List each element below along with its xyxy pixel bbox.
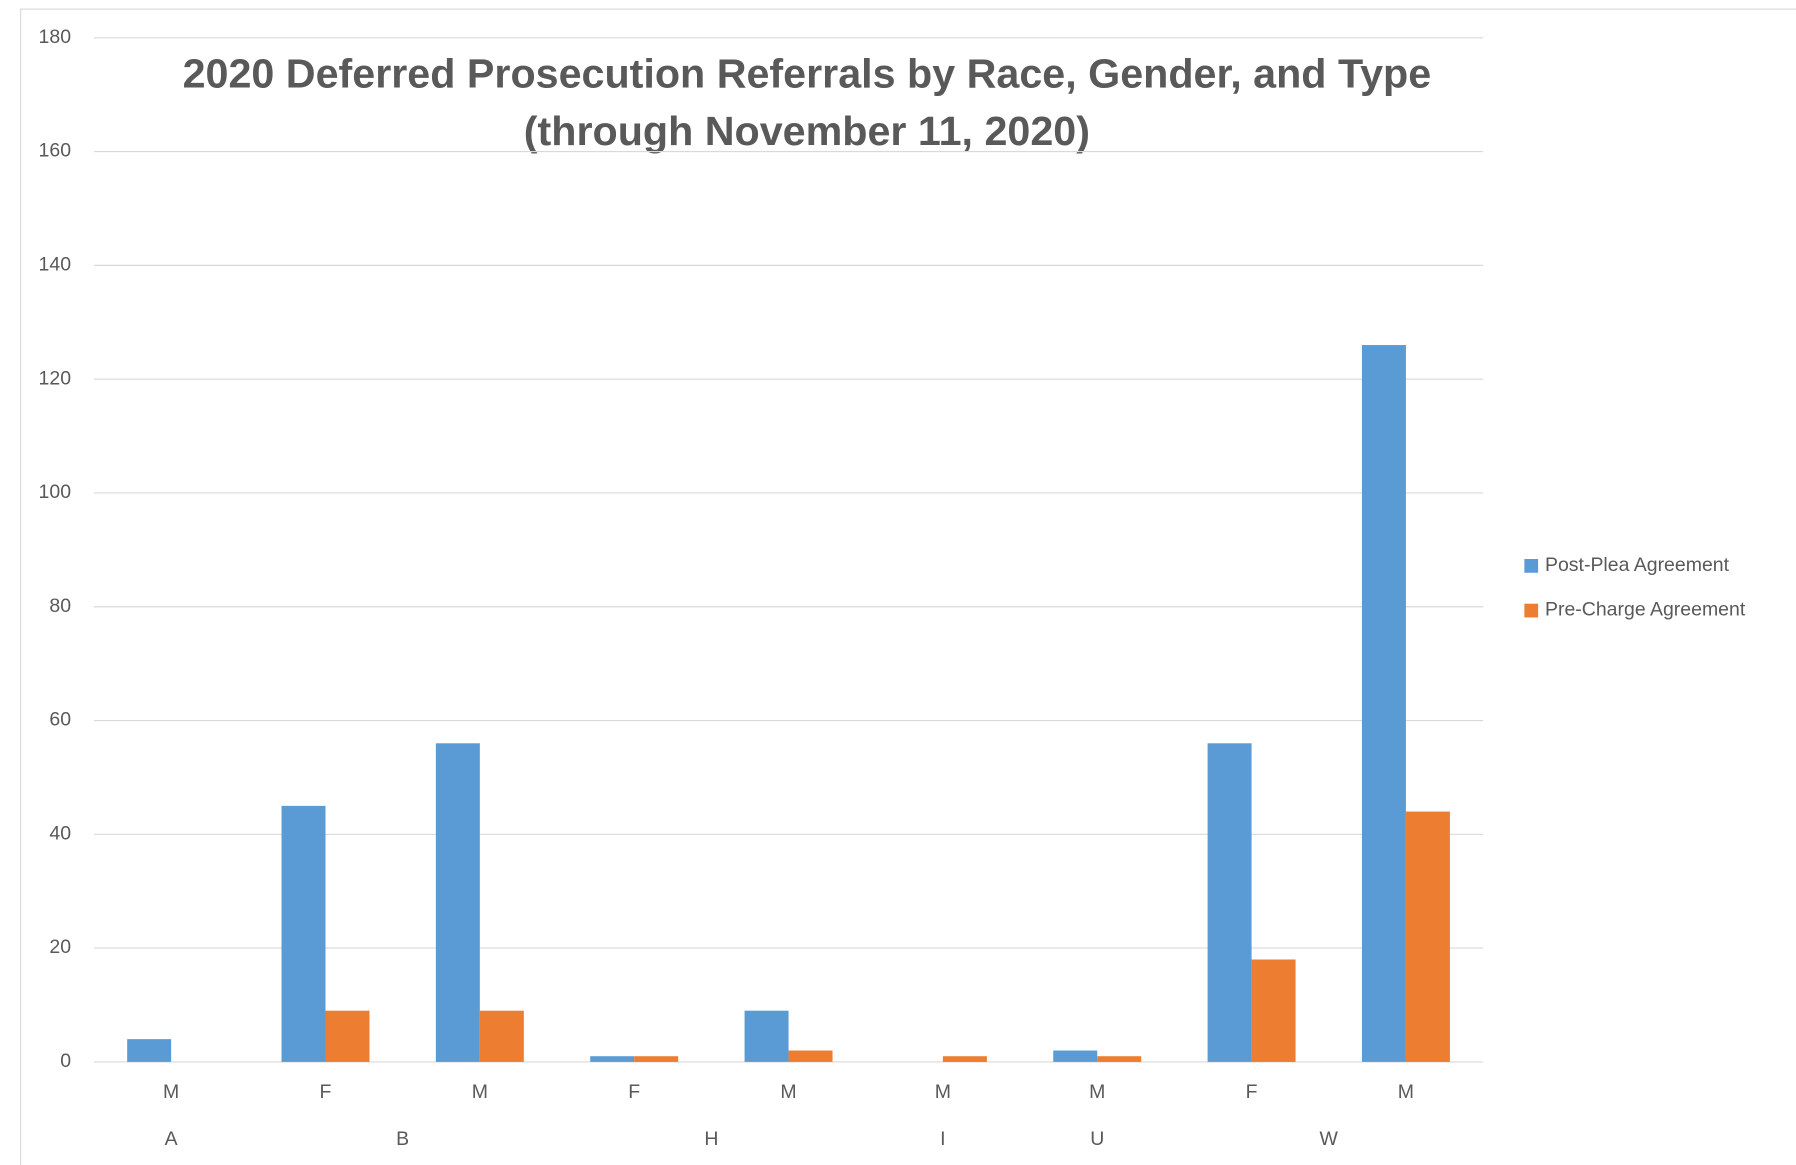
x-tick-label: M [935,1081,951,1103]
x-tick-label: F [1246,1081,1258,1103]
y-tick-label: 20 [49,936,71,958]
group-label: W [1320,1128,1339,1150]
bar [127,1039,172,1062]
bar [590,1056,635,1062]
group-label: A [165,1128,178,1150]
bar [325,1010,370,1062]
group-label: B [396,1128,409,1150]
y-tick-label: 120 [39,367,72,389]
y-tick-label: 180 [39,26,72,48]
y-tick-label: 100 [39,481,72,503]
bar [788,1050,833,1062]
x-tick-label: M [1398,1081,1414,1103]
x-tick-label: M [163,1081,179,1103]
chart-title: (through November 11, 2020) [524,108,1090,154]
legend-swatch [1524,603,1539,618]
bar [479,1010,524,1062]
bar [1097,1056,1142,1062]
x-tick-label: F [628,1081,640,1103]
legend-label: Post-Plea Agreement [1545,554,1730,576]
group-label: I [940,1128,945,1150]
y-tick-label: 60 [49,709,71,731]
y-tick-label: 160 [39,140,72,162]
x-tick-label: M [472,1081,488,1103]
bar [942,1056,987,1062]
bar [1207,743,1252,1062]
x-tick-label: F [320,1081,332,1103]
bar [1405,811,1450,1062]
x-tick-label: M [780,1081,796,1103]
legend-label: Pre-Charge Agreement [1545,599,1746,621]
group-label: H [704,1128,718,1150]
bar [1251,959,1296,1062]
legend-swatch [1524,559,1539,573]
bar [1361,345,1406,1062]
y-tick-label: 80 [49,595,71,617]
y-tick-label: 0 [60,1050,71,1072]
group-label: U [1090,1128,1104,1150]
bar [281,805,326,1062]
bar [744,1010,789,1062]
x-tick-label: M [1089,1081,1105,1103]
chart-border [20,8,1796,1165]
chart-title: 2020 Deferred Prosecution Referrals by R… [183,51,1432,97]
bar [634,1056,679,1062]
bar [435,743,480,1062]
y-tick-label: 40 [49,822,71,844]
y-tick-label: 140 [39,254,72,276]
bar [1053,1050,1098,1062]
